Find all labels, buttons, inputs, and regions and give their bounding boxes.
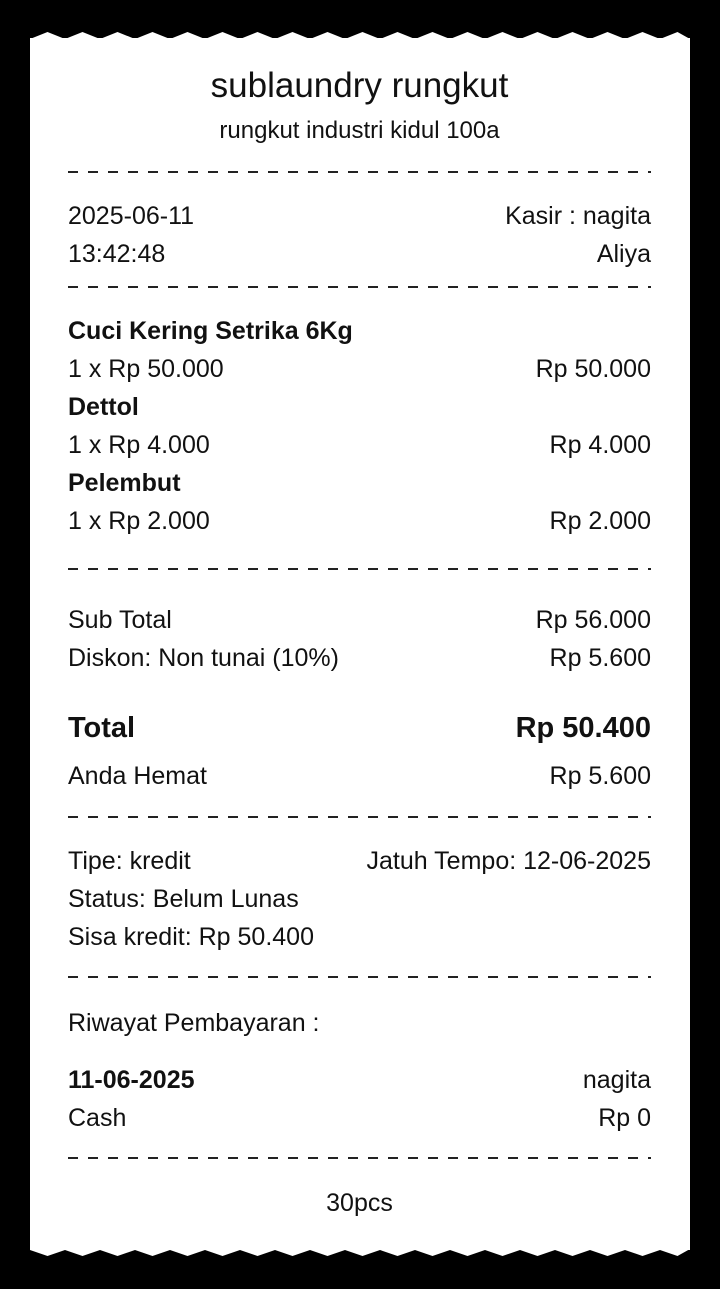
item-name: Pelembut [68, 469, 181, 497]
item-qty-price: 1 x Rp 2.000 [68, 507, 210, 535]
date: 2025-06-11 [68, 202, 195, 230]
divider [68, 171, 651, 173]
receipt-paper [30, 38, 690, 1250]
item-list: Cuci Kering Setrika 6Kg 1 x Rp 50.000 Rp … [68, 312, 651, 540]
history-by: nagita [582, 1066, 651, 1094]
total-row: Total Rp 50.400 [68, 707, 651, 749]
list-item: Cuci Kering Setrika 6Kg 1 x Rp 50.000 Rp … [68, 312, 651, 388]
saved-label: Anda Hemat [68, 762, 207, 790]
list-item: Dettol 1 x Rp 4.000 Rp 4.000 [68, 388, 651, 464]
divider [68, 286, 651, 288]
item-qty-price: 1 x Rp 50.000 [68, 355, 224, 383]
discount-value: Rp 5.600 [549, 644, 651, 672]
summary: Sub Total Rp 56.000 Diskon: Non tunai (10… [68, 601, 651, 677]
item-total: Rp 4.000 [549, 431, 651, 459]
history-date: 11-06-2025 [68, 1066, 195, 1094]
payment-type: Tipe: kredit [68, 847, 191, 875]
subtotal-value: Rp 56.000 [535, 606, 651, 634]
divider [68, 1157, 651, 1159]
item-name: Cuci Kering Setrika 6Kg [68, 317, 353, 345]
item-total: Rp 50.000 [535, 355, 651, 383]
divider [68, 568, 651, 570]
store-address: rungkut industri kidul 100a [219, 117, 500, 144]
history-method: Cash [68, 1104, 127, 1132]
footer-note: 30pcs [326, 1189, 393, 1217]
list-item: Pelembut 1 x Rp 2.000 Rp 2.000 [68, 464, 651, 540]
divider [68, 816, 651, 818]
history-entry: 11-06-2025 nagita Cash Rp 0 [68, 1061, 651, 1137]
time: 13:42:48 [68, 240, 166, 268]
divider [68, 976, 651, 978]
due-date: Jatuh Tempo: 12-06-2025 [366, 847, 651, 875]
item-name: Dettol [68, 393, 139, 421]
payment-status: Status: Belum Lunas [68, 885, 299, 913]
payment-info: Tipe: kredit Jatuh Tempo: 12-06-2025 Stat… [68, 842, 651, 956]
store-name: sublaundry rungkut [210, 66, 509, 105]
history-label: Riwayat Pembayaran : [68, 1009, 320, 1037]
discount-label: Diskon: Non tunai (10%) [68, 644, 339, 672]
receipt-torn-edge-bottom [30, 1249, 690, 1256]
customer: Aliya [596, 240, 651, 268]
cashier: Kasir : nagita [505, 202, 651, 230]
item-total: Rp 2.000 [549, 507, 651, 535]
history-amount: Rp 0 [598, 1104, 651, 1132]
receipt-meta: 2025-06-11 Kasir : nagita 13:42:48 Aliya [68, 197, 651, 273]
total-label: Total [68, 712, 136, 744]
remaining-credit: Sisa kredit: Rp 50.400 [68, 923, 314, 951]
receipt-torn-edge-top [30, 32, 690, 39]
saved-row: Anda Hemat Rp 5.600 [68, 757, 651, 795]
subtotal-label: Sub Total [68, 606, 172, 634]
item-qty-price: 1 x Rp 4.000 [68, 431, 210, 459]
saved-value: Rp 5.600 [549, 762, 651, 790]
total-value: Rp 50.400 [515, 712, 651, 744]
history-heading: Riwayat Pembayaran : [68, 1004, 651, 1042]
